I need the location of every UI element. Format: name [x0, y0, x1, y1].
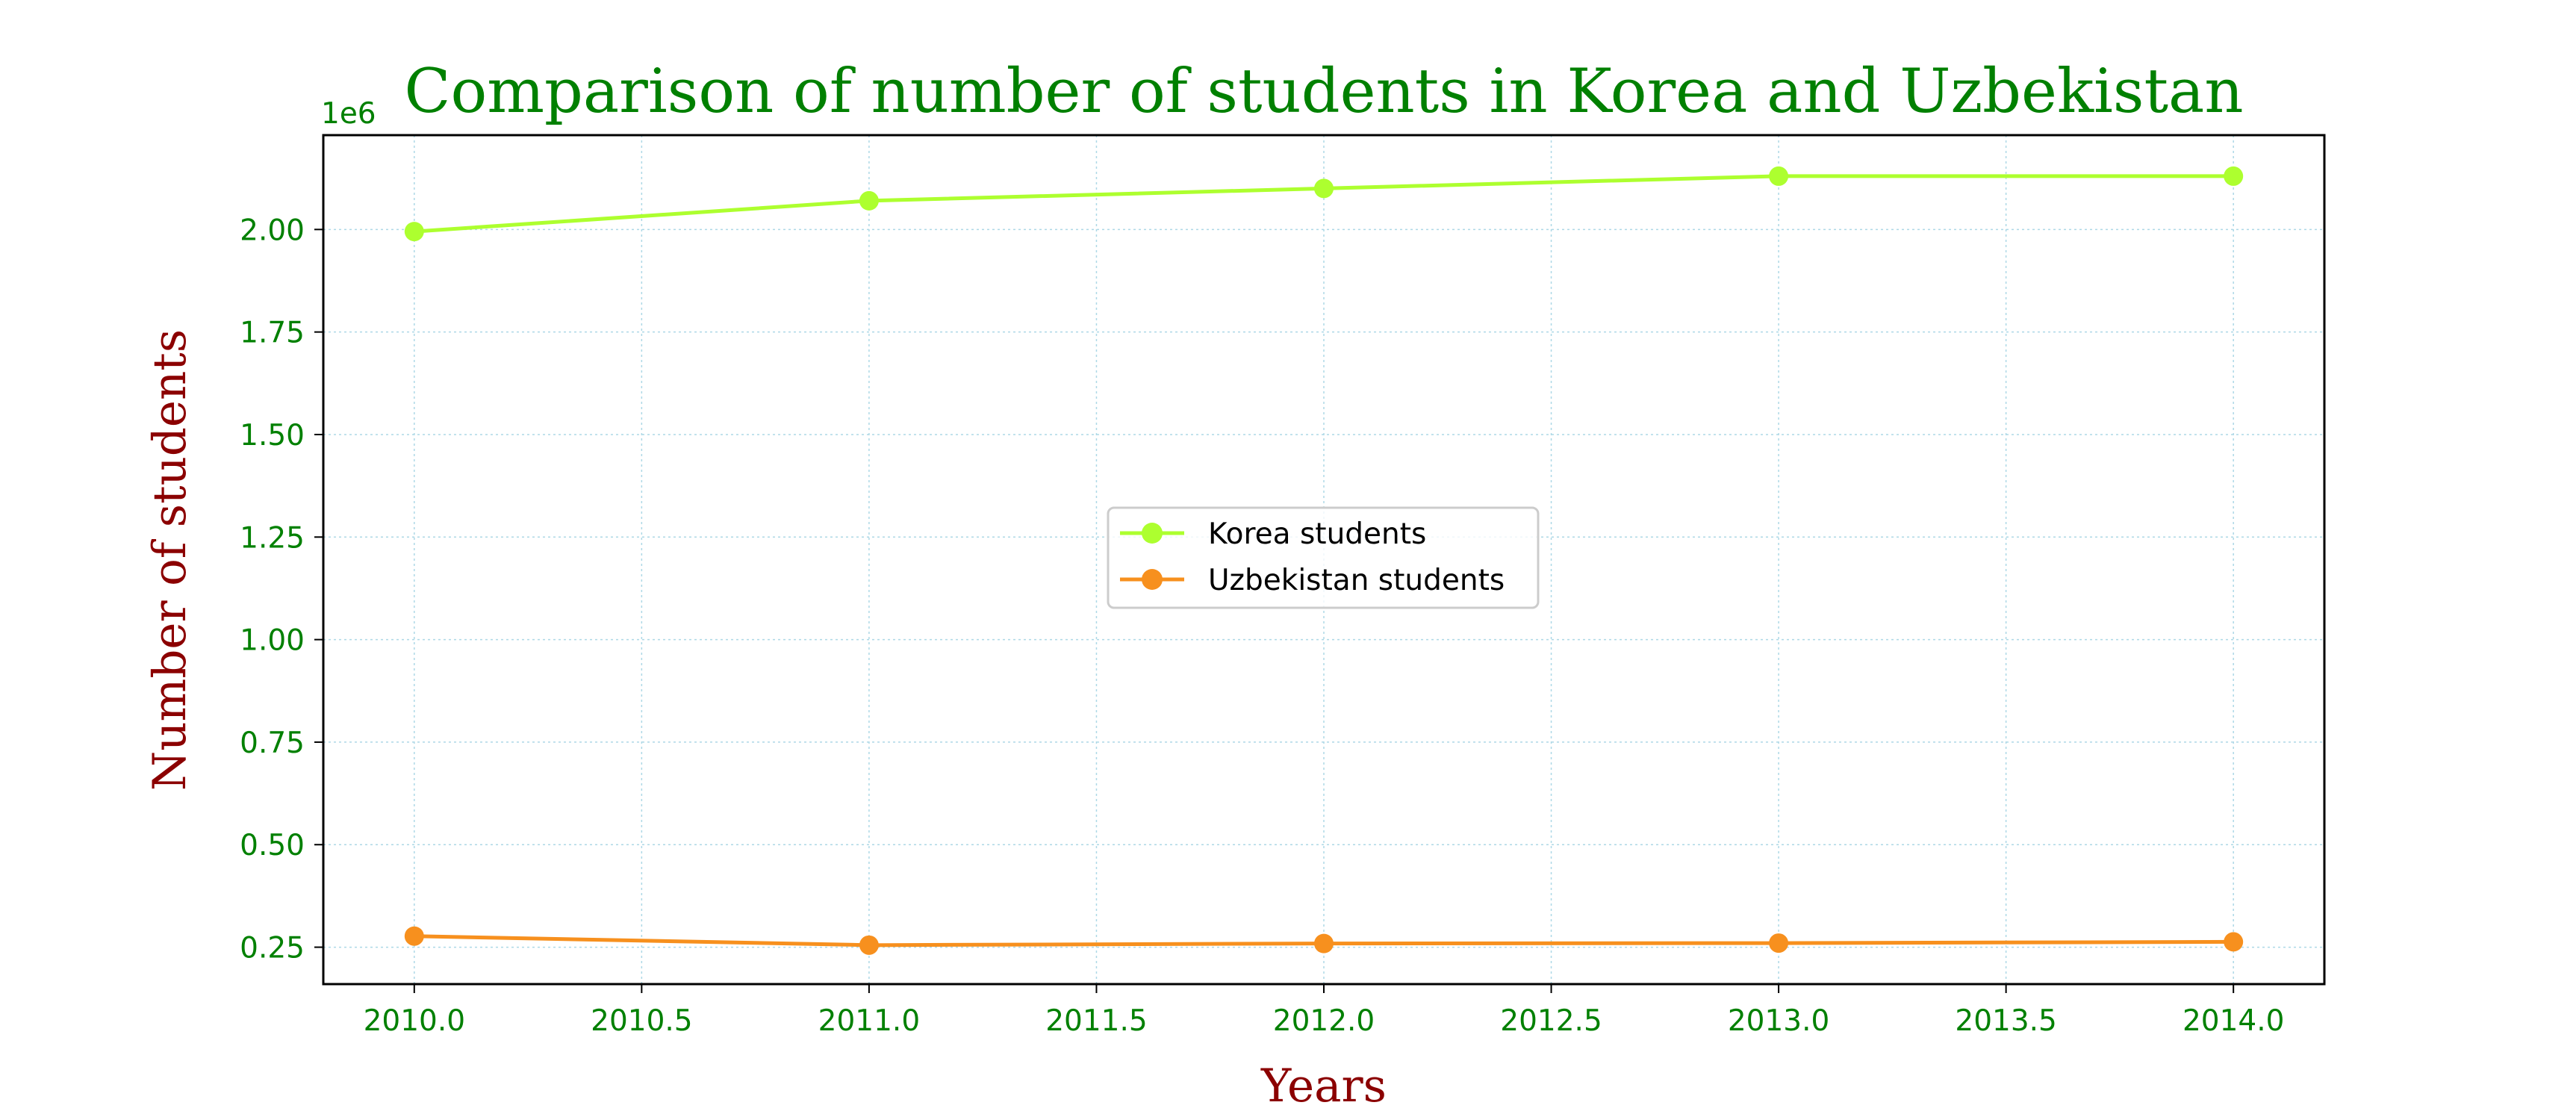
data-point-korea-students	[1314, 178, 1334, 199]
y-tick-label: 1.00	[240, 624, 305, 658]
data-point-korea-students	[404, 222, 424, 242]
y-offset-label: 1e6	[321, 97, 376, 131]
x-tick-label: 2013.5	[1955, 1004, 2056, 1038]
legend-marker-korea	[1142, 523, 1163, 544]
y-tick-label: 0.25	[240, 932, 305, 965]
y-tick-label: 2.00	[240, 214, 305, 247]
data-point-korea-students	[2224, 166, 2244, 186]
legend-box	[1107, 506, 1540, 609]
data-point-uzbekistan-students	[1314, 933, 1334, 953]
data-point-korea-students	[859, 190, 879, 211]
y-tick-label: 0.75	[240, 727, 305, 760]
x-axis-label: Years	[1260, 1060, 1387, 1113]
x-tick-label: 2012.0	[1273, 1004, 1375, 1038]
chart-title: Comparison of number of students in Kore…	[404, 57, 2243, 127]
data-point-uzbekistan-students	[1769, 933, 1789, 953]
legend-marker-uzbekistan	[1142, 569, 1163, 590]
x-tick-label: 2011.0	[818, 1004, 920, 1038]
y-tick-label: 1.50	[240, 419, 305, 452]
y-tick-label: 1.75	[240, 317, 305, 350]
y-axis-label: Number of students	[143, 329, 196, 791]
data-point-korea-students	[1769, 166, 1789, 186]
legend-label-uzbekistan: Uzbekistan students	[1208, 564, 1505, 597]
x-tick-label: 2010.0	[364, 1004, 465, 1038]
x-tick-label: 2014.0	[2183, 1004, 2284, 1038]
data-point-uzbekistan-students	[404, 926, 424, 946]
data-point-uzbekistan-students	[2224, 932, 2244, 952]
data-series	[404, 166, 2244, 955]
y-tick-label: 0.50	[240, 829, 305, 862]
grid	[323, 135, 2324, 984]
data-point-uzbekistan-students	[859, 935, 879, 955]
x-tick-label: 2010.5	[591, 1004, 692, 1038]
x-tick-label: 2011.5	[1045, 1004, 1147, 1038]
legend: Korea students Uzbekistan students	[1107, 506, 1540, 609]
x-tick-label: 2013.0	[1728, 1004, 1829, 1038]
legend-label-korea: Korea students	[1208, 517, 1426, 551]
x-tick-label: 2012.5	[1500, 1004, 1602, 1038]
axis-ticks: 2010.0 2010.5 2011.0 2011.5 2012.0 2012.5 2013…	[240, 214, 2284, 1038]
y-tick-label: 1.25	[240, 521, 305, 555]
